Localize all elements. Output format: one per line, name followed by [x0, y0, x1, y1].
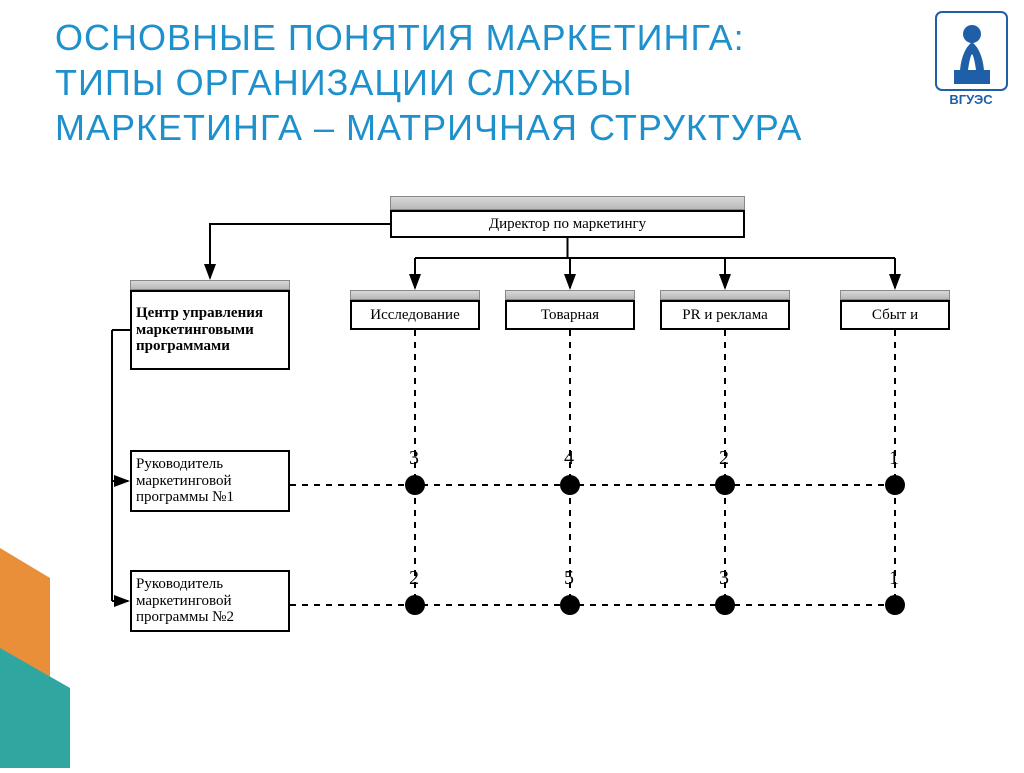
func-box-2: PR и реклама: [660, 300, 790, 330]
matrix-value-1-3: 1: [889, 567, 899, 590]
matrix-value-1-1: 5: [564, 567, 574, 590]
matrix-value-0-1: 4: [564, 447, 574, 470]
page-title: ОСНОВНЫЕ ПОНЯТИЯ МАРКЕТИНГА: ТИПЫ ОРГАНИ…: [55, 15, 835, 150]
logo: ВГУЭС: [934, 10, 1009, 110]
corner-decoration: [0, 548, 100, 768]
program-box-0: Руководитель маркетинговой программы №1: [130, 450, 290, 512]
matrix-value-1-0: 2: [409, 567, 419, 590]
logo-text: ВГУЭС: [949, 92, 993, 107]
matrix-value-0-3: 1: [889, 447, 899, 470]
func-box-3: Сбыт и: [840, 300, 950, 330]
center-box: Центр управления маркетинговыми программ…: [130, 290, 290, 370]
director-box: Директор по маркетингу: [390, 210, 745, 238]
matrix-value-0-0: 3: [409, 447, 419, 470]
func-box-1: Товарная: [505, 300, 635, 330]
program-box-1: Руководитель маркетинговой программы №2: [130, 570, 290, 632]
org-diagram: Директор по маркетингу Центр управления м…: [100, 210, 1000, 730]
func-box-0: Исследование: [350, 300, 480, 330]
matrix-value-0-2: 2: [719, 447, 729, 470]
matrix-value-1-2: 3: [719, 567, 729, 590]
